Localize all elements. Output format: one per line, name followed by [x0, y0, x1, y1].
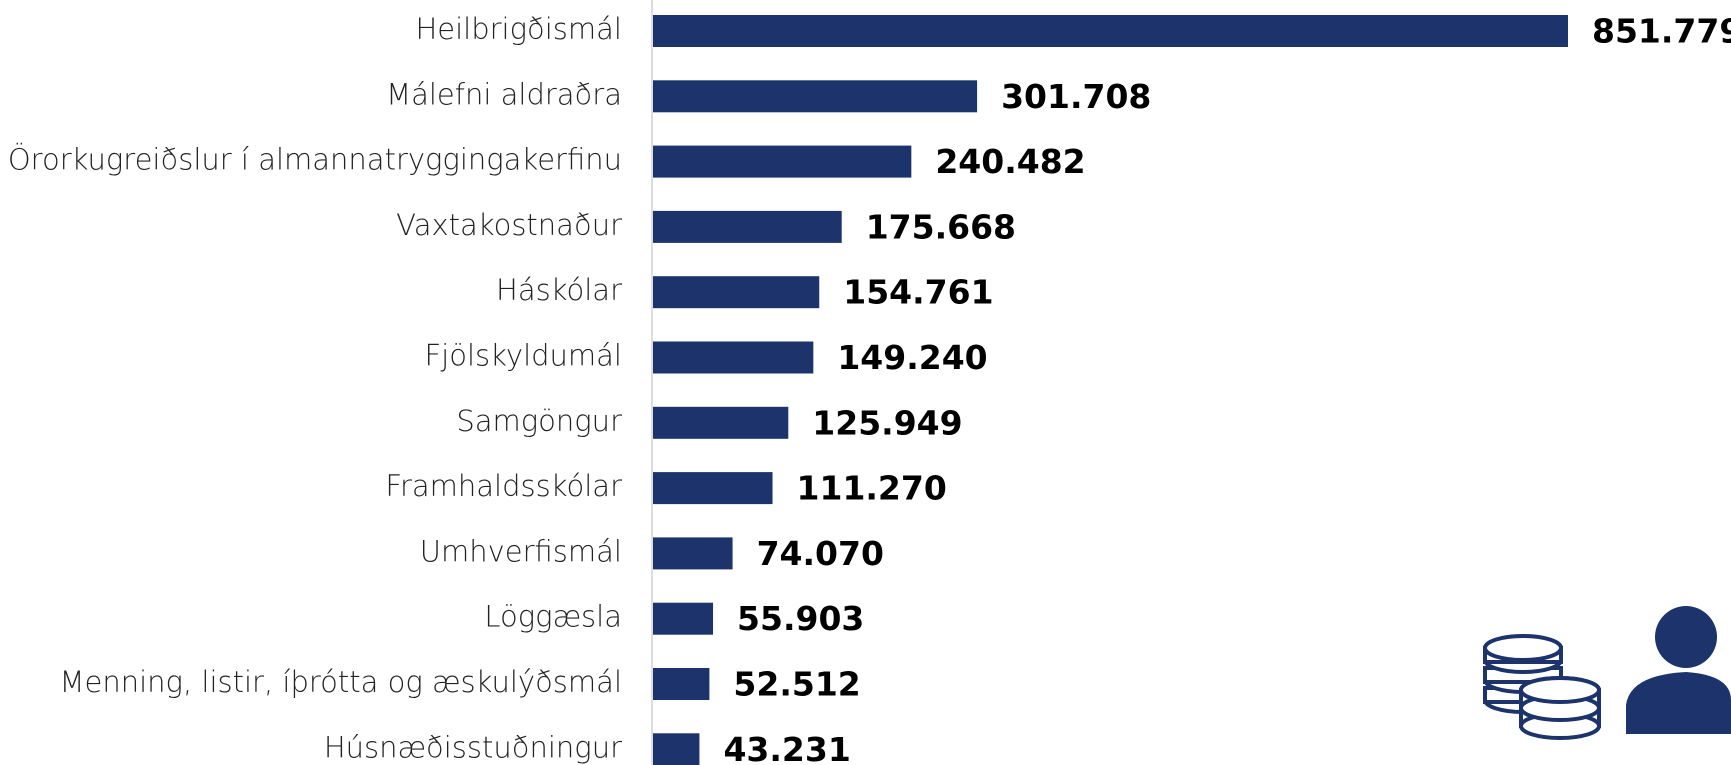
category-label: Samgöngur: [456, 404, 622, 438]
value-label: 43.231: [723, 730, 850, 765]
bar: [653, 472, 773, 505]
value-label: 301.708: [1001, 77, 1151, 116]
person-icon: [1626, 606, 1731, 734]
value-label: 55.903: [737, 599, 864, 638]
value-label: 111.270: [797, 469, 947, 508]
category-label: Vaxtakostnaður: [396, 208, 622, 242]
bar: [653, 341, 814, 374]
bar: [653, 145, 912, 178]
value-label: 149.240: [837, 338, 987, 377]
value-label: 74.070: [757, 534, 884, 573]
category-label: Húsnæðisstuðningur: [324, 730, 622, 764]
value-label: 154.761: [843, 273, 993, 312]
value-label: 125.949: [812, 403, 962, 442]
category-label: Háskólar: [496, 273, 622, 307]
value-label: 240.482: [935, 142, 1085, 181]
bar: [653, 406, 789, 439]
bar: [653, 80, 978, 113]
bar: [653, 15, 1568, 47]
category-label: Menning, listir, íþrótta og æskulýðsmál: [59, 665, 622, 699]
category-label: Heilbrigðismál: [415, 12, 622, 46]
bar: [653, 276, 820, 309]
category-label: Málefni aldraðra: [386, 77, 622, 111]
value-label: 175.668: [866, 207, 1016, 246]
category-label: Umhverfismál: [420, 534, 622, 568]
coins-icon: [1483, 634, 1601, 740]
category-label: Örorkugreiðslur í almannatryggingakerfin…: [8, 143, 622, 177]
category-label: Framhaldsskólar: [385, 469, 622, 503]
value-label: 52.512: [733, 665, 860, 704]
bar: [653, 210, 842, 243]
bar: [653, 602, 714, 635]
bar: [653, 733, 700, 765]
category-label: Fjölskyldumál: [425, 339, 623, 373]
bar: [653, 537, 733, 570]
category-label: Löggæsla: [484, 600, 622, 634]
bar: [653, 668, 710, 700]
value-label: 851.779: [1592, 12, 1731, 51]
